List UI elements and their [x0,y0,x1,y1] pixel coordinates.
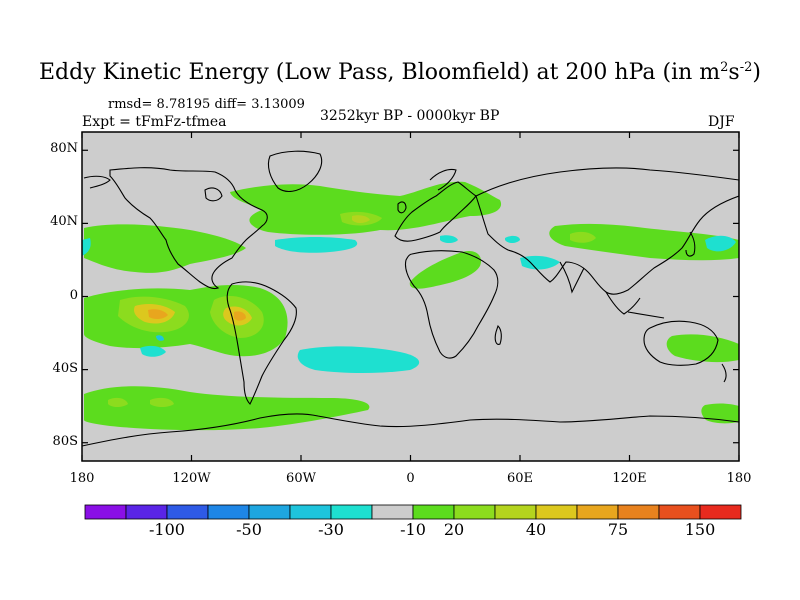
colorbar-label-0: -100 [149,520,185,539]
colorbar-box-5 [289,504,332,520]
colorbar-box-9 [453,504,496,520]
lon-tick-label-1: 120W [172,471,211,486]
contour-cyan-small-1 [156,335,164,341]
colorbar-box-15 [699,504,742,520]
coast-greenland [267,150,323,193]
contour-green-australia [666,334,739,363]
coast-scandinavia [429,168,457,191]
colorbar-box-0 [84,504,127,520]
colorbar-label-1: -50 [236,520,262,539]
lon-tick-label-4: 60E [506,471,534,486]
colorbar-box-4 [248,504,291,520]
title-close: ) [752,60,761,85]
contour-green-africa [409,250,482,289]
coastlines [82,150,739,447]
colorbar-label-5: 40 [525,520,547,539]
coast-madagascar [494,324,502,345]
colorbar-box-14 [658,504,701,520]
coast-asia [475,167,739,295]
coast-hudson [204,187,223,202]
colorbar-box-8 [412,504,455,520]
colorbar-label-3: -10 [400,520,426,539]
coast-indonesia [627,311,665,319]
experiment-label: Expt = tFmFz-tfmea [82,114,227,130]
colorbar-box-6 [330,504,373,520]
contour-cyan-mediterranean [440,235,458,243]
colorbar-label-6: 75 [607,520,629,539]
colorbar-box-2 [166,504,209,520]
coast-india [559,261,585,294]
anomaly-contours [82,181,739,431]
colorbar-box-10 [494,504,537,520]
lat-tick-label-3: 40S [52,360,78,376]
contour-ygreen-asia [570,231,596,243]
lon-tick-label-6: 180 [726,471,752,486]
title-main: Eddy Kinetic Energy (Low Pass, Bloomfiel… [39,60,721,85]
contour-orange-e-pacific [148,309,168,320]
lon-tick-label-2: 60W [286,471,316,486]
coast-north-america [109,167,268,290]
coast-antarctica [82,413,739,447]
coast-new-zealand [721,363,727,383]
contour-ygreen-s-pacific-2 [150,397,174,407]
title-sup-2: -2 [739,60,753,75]
lon-tick-label-0: 180 [69,471,95,486]
contour-ygreen-s-pacific [108,397,128,407]
contour-green-n-atlantic [230,181,502,235]
coast-uk [397,201,407,214]
title-mid: s [728,60,740,85]
lat-tick-label-0: 80N [50,141,78,157]
lat-tick-label-1: 40N [50,214,78,230]
coast-australia [643,320,719,366]
contour-cyan-middle-east [505,235,520,243]
colorbar-label-4: 20 [443,520,465,539]
coast-alaska [83,175,111,189]
lon-tick-label-5: 120E [612,471,647,486]
contour-green-n-pacific [84,224,246,273]
lon-tick-label-3: 0 [406,471,415,486]
contour-orange-s-america [234,311,246,321]
contour-cyan-pacific-edge [82,238,91,256]
contour-cyan-s-pacific [140,345,166,357]
contour-yellow-n-atlantic [352,215,370,223]
title-sup-1: 2 [720,60,729,75]
colorbar-box-1 [125,504,168,520]
colorbar [84,504,742,520]
season-label: DJF [708,114,735,130]
contour-cyan-arabia [520,255,560,270]
colorbar-box-12 [576,504,619,520]
colorbar-label-7: 150 [684,520,716,539]
colorbar-box-11 [535,504,578,520]
coast-japan [685,231,696,257]
axis-ticks [81,132,740,461]
stats-line: rmsd= 8.78195 diff= 3.13009 [108,97,305,112]
coast-south-america [226,281,297,405]
contour-green-s-ocean [701,403,739,424]
contour-cyan-n-atlantic [275,237,358,253]
figure-title: Eddy Kinetic Energy (Low Pass, Bloomfiel… [0,60,800,85]
period-label: 3252kyr BP - 0000kyr BP [320,108,500,124]
colorbar-box-13 [617,504,660,520]
lat-tick-label-4: 80S [52,433,78,449]
colorbar-box-7 [371,504,414,520]
coast-se-asia [605,291,641,315]
lat-tick-label-2: 0 [69,287,78,303]
colorbar-box-3 [207,504,250,520]
colorbar-label-2: -30 [318,520,344,539]
contour-green-s-pacific [84,386,370,431]
contour-cyan-s-atlantic [297,346,420,373]
coast-africa [404,250,499,359]
contour-cyan-nw-pacific [705,235,736,252]
